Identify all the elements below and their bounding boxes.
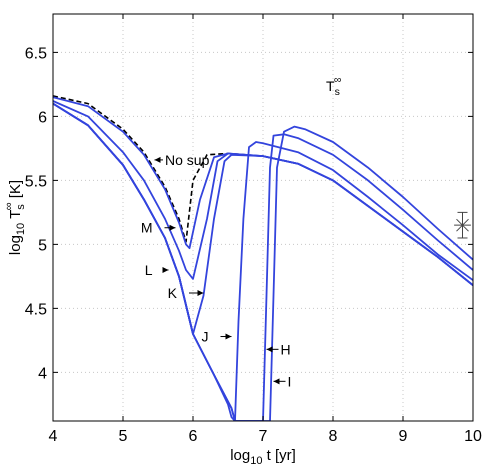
x-axis-label: log10 t [yr]: [230, 447, 296, 467]
x-tick-label: 4: [49, 428, 58, 445]
annotation-label: No sup: [165, 152, 210, 168]
annotation-label: M: [141, 220, 153, 236]
annotation-arrowhead: [225, 333, 232, 340]
annotations: No sup M LK J HI: [141, 152, 292, 389]
y-tick-label: 5: [38, 237, 47, 254]
series-l: [53, 100, 473, 287]
y-axis-label: log10 Ts∞ [K]: [3, 180, 27, 255]
x-tick-label: 7: [259, 428, 268, 445]
observation-point: [454, 211, 471, 239]
grid: [52, 14, 474, 421]
observation-marker: [456, 218, 469, 232]
x-tick-label: 5: [119, 428, 128, 445]
y-tick-label: 4: [38, 365, 47, 382]
annotation-arrowhead: [169, 224, 176, 231]
x-tick-label: 10: [464, 428, 482, 445]
x-tick-label: 8: [329, 428, 338, 445]
x-tick-label: 9: [399, 428, 408, 445]
ticks: 4 5 6 7 8 9 10 4 4.5 5 5.5 6 6.5: [25, 14, 482, 445]
y-tick-label: 6.5: [25, 45, 47, 62]
y-tick-label: 5.5: [25, 173, 47, 190]
annotation-label: I: [288, 373, 292, 389]
series-group: [53, 95, 473, 421]
annotation-arrowhead: [266, 346, 273, 353]
annotation-label: L: [145, 262, 153, 278]
annotation-label: J: [202, 329, 209, 345]
series-m: [53, 96, 473, 287]
x-tick-label: 6: [189, 428, 198, 445]
corner-label: Ts∞: [326, 74, 341, 98]
annotation-arrowhead: [197, 290, 204, 297]
annotation-label: H: [281, 341, 291, 357]
y-tick-label: 6: [38, 109, 47, 126]
series-i: [53, 102, 473, 421]
y-tick-label: 4.5: [25, 301, 47, 318]
plot-frame: [52, 13, 474, 422]
annotation-label: K: [168, 285, 178, 301]
annotation-arrowhead: [154, 156, 161, 163]
annotation-arrowhead: [162, 266, 169, 273]
annotation-arrowhead: [273, 378, 280, 385]
